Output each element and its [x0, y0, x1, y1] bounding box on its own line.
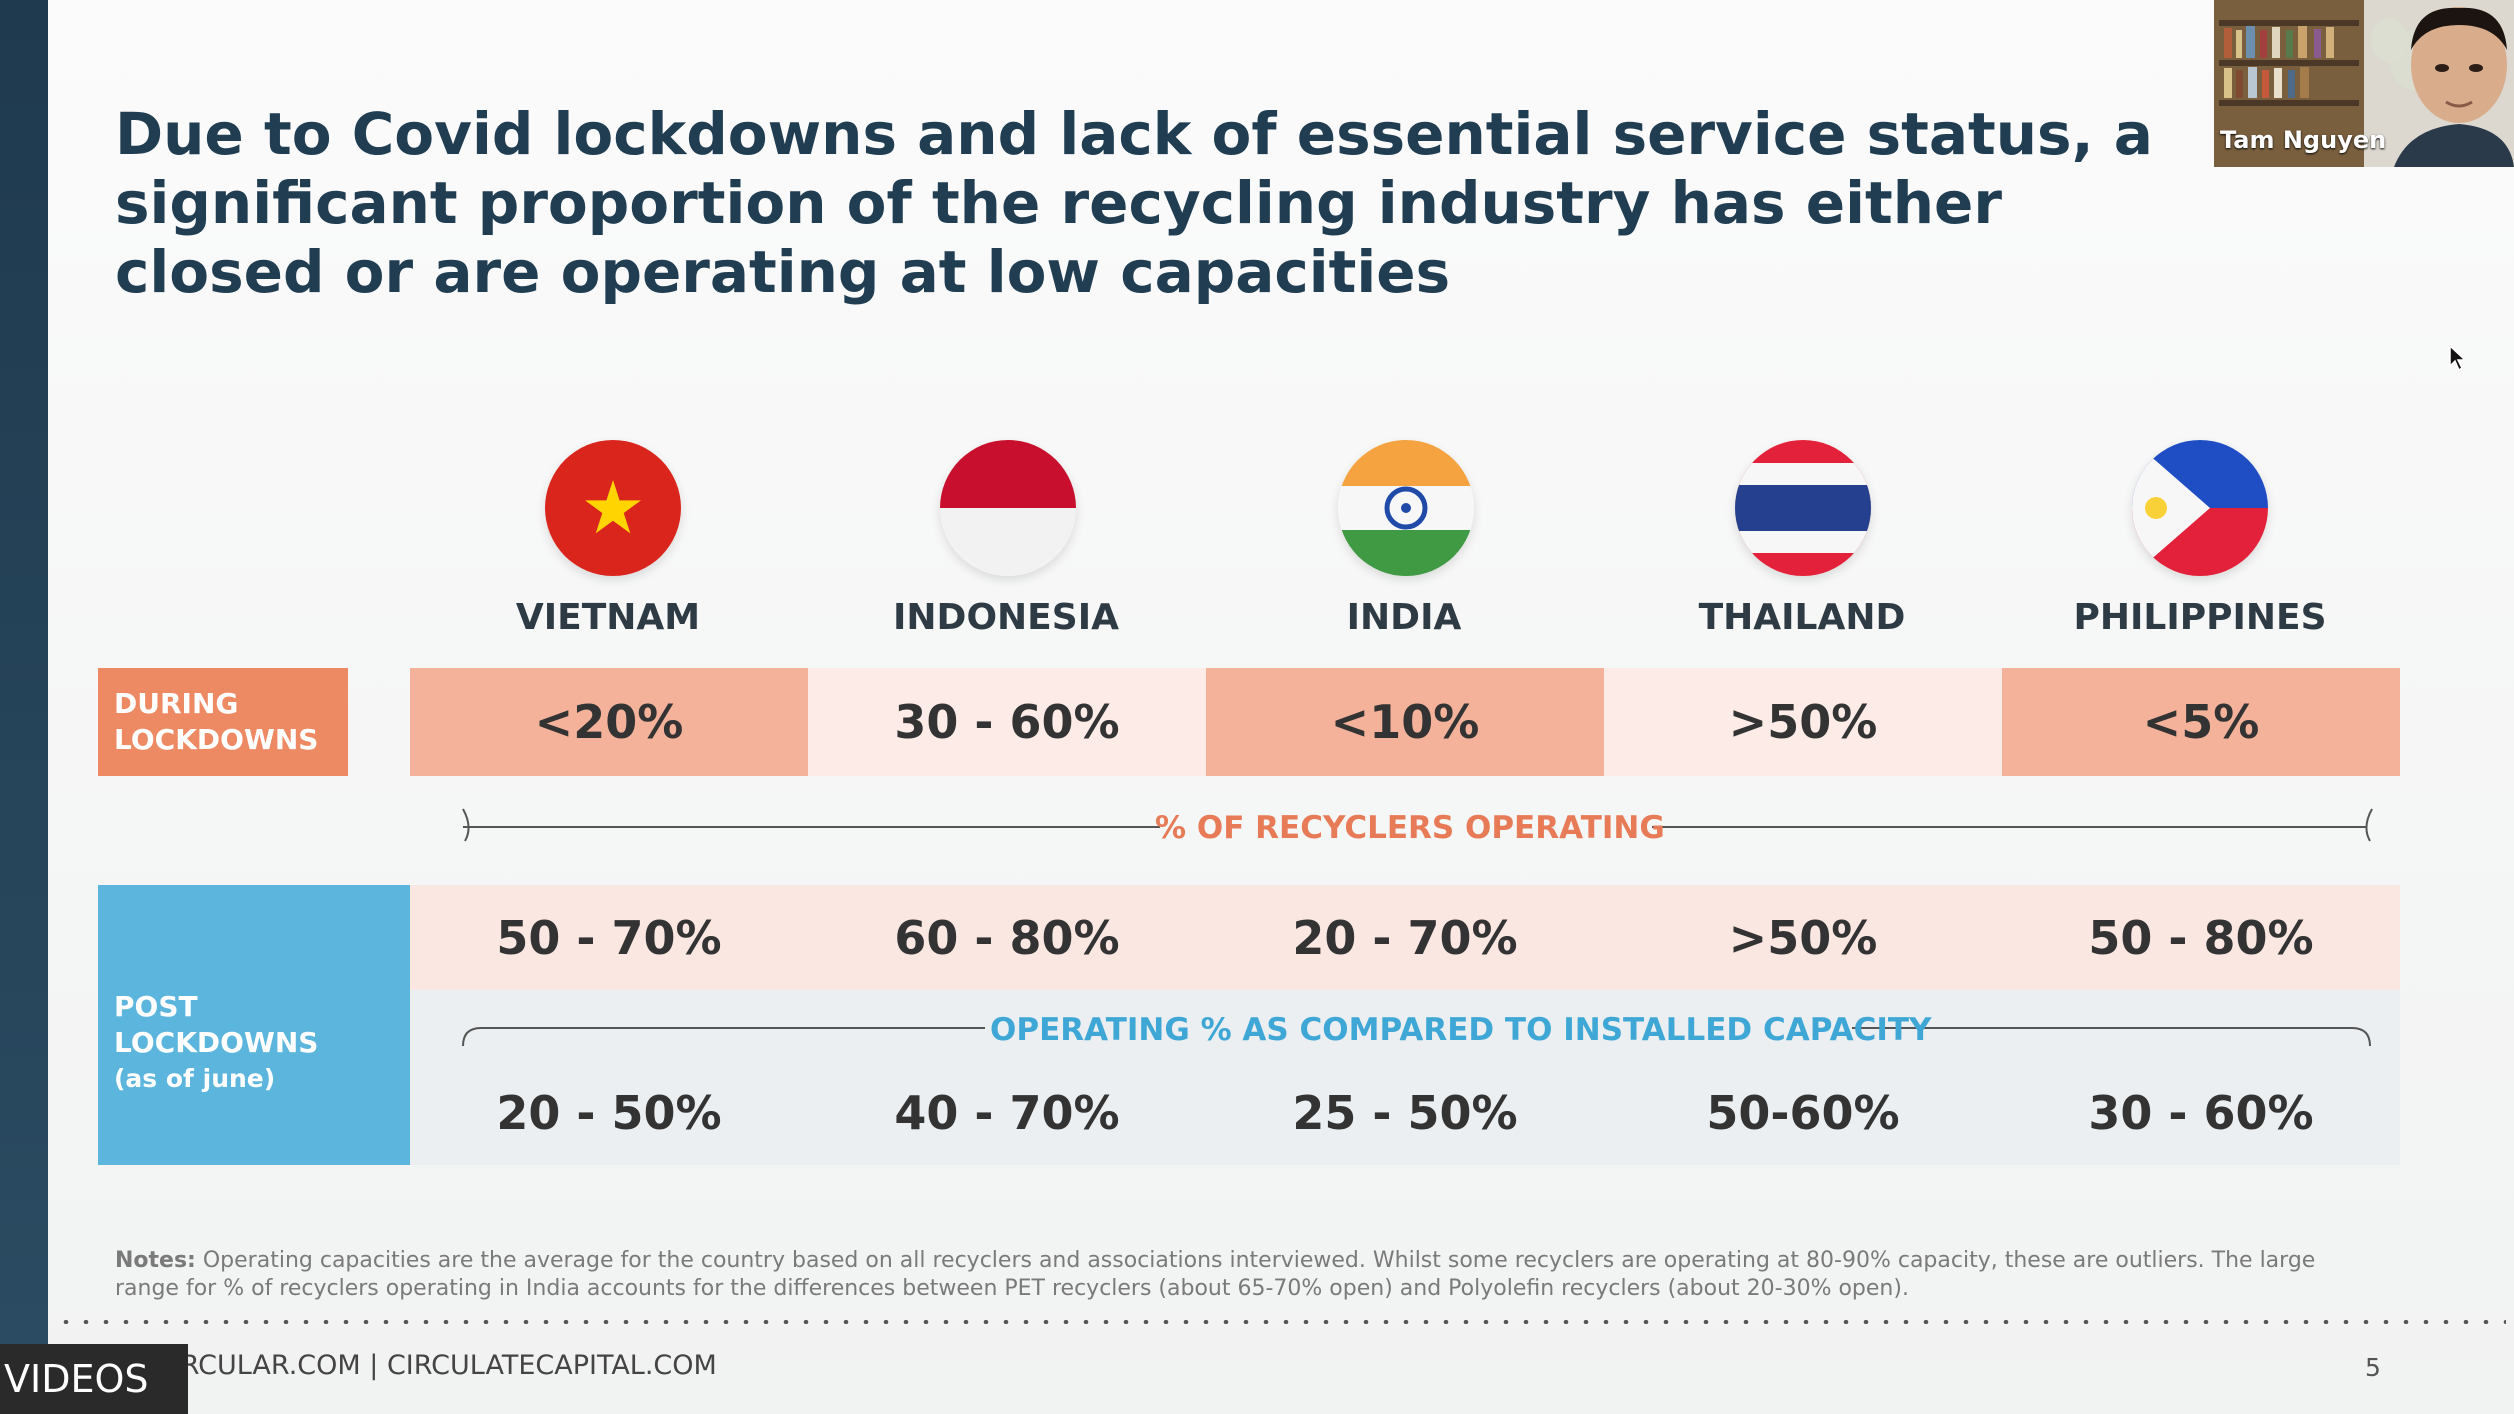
capacity-label: OPERATING % AS COMPARED TO INSTALLED CAP… [990, 1012, 1932, 1048]
during-value-philippines: <5% [2002, 668, 2400, 776]
country-name-indonesia: INDONESIA [893, 597, 1119, 638]
during-value-indonesia: 30 - 60% [808, 668, 1206, 776]
country-name-india: INDIA [1346, 597, 1462, 638]
post-lockdowns-label: POST LOCKDOWNS (as of june) [98, 885, 410, 1165]
left-accent-bar [0, 0, 48, 1414]
post-capacity-india: 25 - 50% [1292, 1085, 1518, 1140]
participant-name: Tam Nguyen [2220, 126, 2387, 154]
during-value-vietnam: <20% [410, 668, 808, 776]
during-lockdowns-label: DURING LOCKDOWNS [98, 668, 348, 776]
post-recyclers-vietnam: 50 - 70% [496, 910, 722, 965]
country-name-vietnam: VIETNAM [515, 597, 701, 638]
slide-notes: Notes: Operating capacities are the aver… [115, 1247, 2385, 1303]
vietnam-flag-icon [545, 440, 681, 576]
post-recyclers-thailand: >50% [1728, 910, 1878, 965]
post-capacity-row-bg [410, 990, 2400, 1165]
post-recyclers-philippines: 50 - 80% [2088, 910, 2314, 965]
post-lockdowns-sublabel: (as of june) [114, 1064, 276, 1093]
page-number: 5 [2365, 1353, 2381, 1382]
videos-label: VIDEOS [4, 1357, 149, 1401]
during-value-thailand: >50% [1604, 668, 2002, 776]
dotted-divider [56, 1320, 2506, 1324]
post-capacity-vietnam: 20 - 50% [496, 1085, 722, 1140]
notes-heading: Notes: [115, 1248, 196, 1273]
country-name-thailand: THAILAND [1698, 597, 1906, 638]
india-flag-icon [1338, 440, 1474, 576]
post-recyclers-indonesia: 60 - 80% [894, 910, 1120, 965]
during-value-india: <10% [1206, 668, 1604, 776]
footer-websites: GACIRCULAR.COM | CIRCULATECAPITAL.COM [115, 1350, 717, 1381]
capacity-bracket [462, 1027, 2371, 1047]
post-capacity-thailand: 50-60% [1706, 1085, 1900, 1140]
recyclers-bracket [462, 808, 2373, 842]
indonesia-flag-icon [940, 440, 1076, 576]
post-recyclers-row-bg [410, 885, 2400, 990]
videos-button[interactable]: VIDEOS [0, 1344, 188, 1414]
notes-text: Operating capacities are the average for… [115, 1248, 2316, 1301]
participant-video-feed [2214, 0, 2514, 167]
slide-title: Due to Covid lockdowns and lack of essen… [115, 100, 2153, 306]
country-name-philippines: PHILIPPINES [2073, 597, 2327, 638]
philippines-flag-icon [2132, 440, 2268, 576]
thailand-flag-icon [1735, 440, 1871, 576]
post-recyclers-india: 20 - 70% [1292, 910, 1518, 965]
post-lockdowns-title: POST LOCKDOWNS [114, 990, 319, 1059]
mouse-cursor-icon [2449, 344, 2467, 372]
participant-video-tile[interactable] [2214, 0, 2514, 167]
recyclers-operating-label: % OF RECYCLERS OPERATING [1155, 810, 1665, 846]
post-capacity-philippines: 30 - 60% [2088, 1085, 2314, 1140]
post-capacity-indonesia: 40 - 70% [894, 1085, 1120, 1140]
